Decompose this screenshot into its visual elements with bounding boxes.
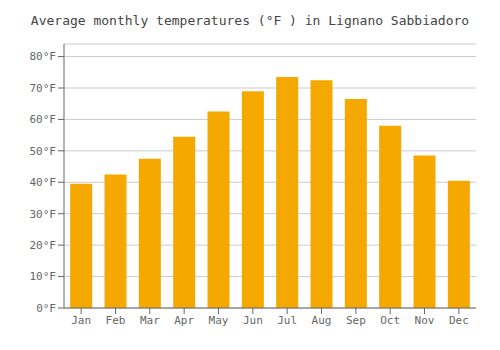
svg-text:30°F: 30°F [30,208,57,221]
svg-text:Oct: Oct [380,314,400,327]
svg-text:Jul: Jul [277,314,297,327]
svg-text:Dec: Dec [449,314,469,327]
svg-text:Nov: Nov [415,314,435,327]
svg-text:Jan: Jan [71,314,91,327]
svg-text:May: May [209,314,229,327]
svg-text:80°F: 80°F [30,50,57,63]
svg-text:Sep: Sep [346,314,366,327]
svg-text:50°F: 50°F [30,145,57,158]
svg-text:40°F: 40°F [30,176,57,189]
svg-text:60°F: 60°F [30,113,57,126]
svg-text:0°F: 0°F [36,302,56,315]
svg-text:Apr: Apr [174,314,194,327]
svg-text:20°F: 20°F [30,239,57,252]
svg-text:70°F: 70°F [30,82,57,95]
svg-text:Aug: Aug [312,314,332,327]
svg-text:10°F: 10°F [30,270,57,283]
svg-text:Jun: Jun [243,314,263,327]
svg-text:Mar: Mar [140,314,160,327]
svg-text:Feb: Feb [106,314,126,327]
html-text:Average monthly temperatures (: Average monthly temperatures (°F ) in Li… [30,13,470,28]
